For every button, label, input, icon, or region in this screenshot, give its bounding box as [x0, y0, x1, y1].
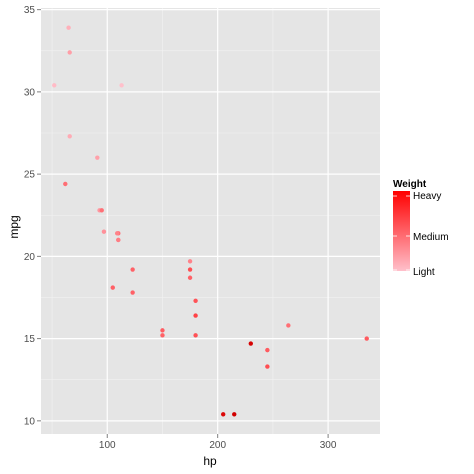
data-point — [130, 290, 135, 295]
y-tick-label: 20 — [24, 252, 36, 263]
data-point — [130, 267, 135, 272]
plot-panel — [41, 8, 380, 434]
data-point — [160, 333, 165, 338]
x-axis-title: hp — [203, 454, 217, 468]
data-point — [99, 208, 104, 213]
data-point — [187, 267, 193, 272]
data-point — [52, 83, 57, 88]
data-point — [220, 412, 226, 417]
data-point — [265, 364, 270, 369]
data-point — [101, 229, 107, 234]
legend-label-light: Light — [413, 267, 435, 278]
data-point — [67, 50, 72, 55]
data-point — [95, 155, 100, 160]
data-point — [116, 237, 121, 243]
y-tick-label: 10 — [24, 416, 36, 427]
x-tick-label: 100 — [99, 440, 116, 451]
y-tick-label: 35 — [24, 5, 36, 16]
major-gridlines — [41, 8, 380, 434]
data-point — [193, 333, 198, 338]
legend-label-heavy: Heavy — [413, 191, 441, 202]
x-axis-ticks: 100 200 300 — [99, 434, 337, 451]
legend-title: Weight — [393, 179, 427, 190]
data-point — [67, 134, 72, 139]
legend-label-medium: Medium — [413, 232, 449, 243]
minor-gridlines — [41, 8, 380, 434]
y-tick-label: 15 — [24, 334, 36, 345]
legend: Weight Heavy Medium Light — [393, 179, 449, 278]
data-point — [286, 323, 291, 328]
data-point — [232, 412, 237, 417]
y-axis-title: mpg — [7, 215, 21, 238]
data-point — [187, 275, 193, 280]
x-tick-label: 200 — [209, 440, 226, 451]
data-point — [114, 231, 120, 236]
y-axis-ticks: 10 15 20 25 30 35 — [24, 5, 41, 427]
data-point — [364, 336, 369, 341]
data-point — [248, 341, 254, 346]
data-point — [110, 285, 115, 290]
data-point — [63, 181, 68, 187]
data-point — [160, 328, 165, 333]
data-point — [119, 83, 124, 88]
data-point — [66, 25, 71, 30]
data-point — [187, 259, 193, 264]
y-tick-label: 25 — [24, 170, 36, 181]
legend-colorbar — [393, 191, 410, 271]
data-point — [193, 298, 198, 303]
data-point — [265, 347, 270, 353]
x-tick-label: 300 — [320, 440, 337, 451]
y-tick-label: 30 — [24, 87, 36, 98]
data-points — [52, 25, 369, 417]
data-point — [193, 313, 198, 318]
